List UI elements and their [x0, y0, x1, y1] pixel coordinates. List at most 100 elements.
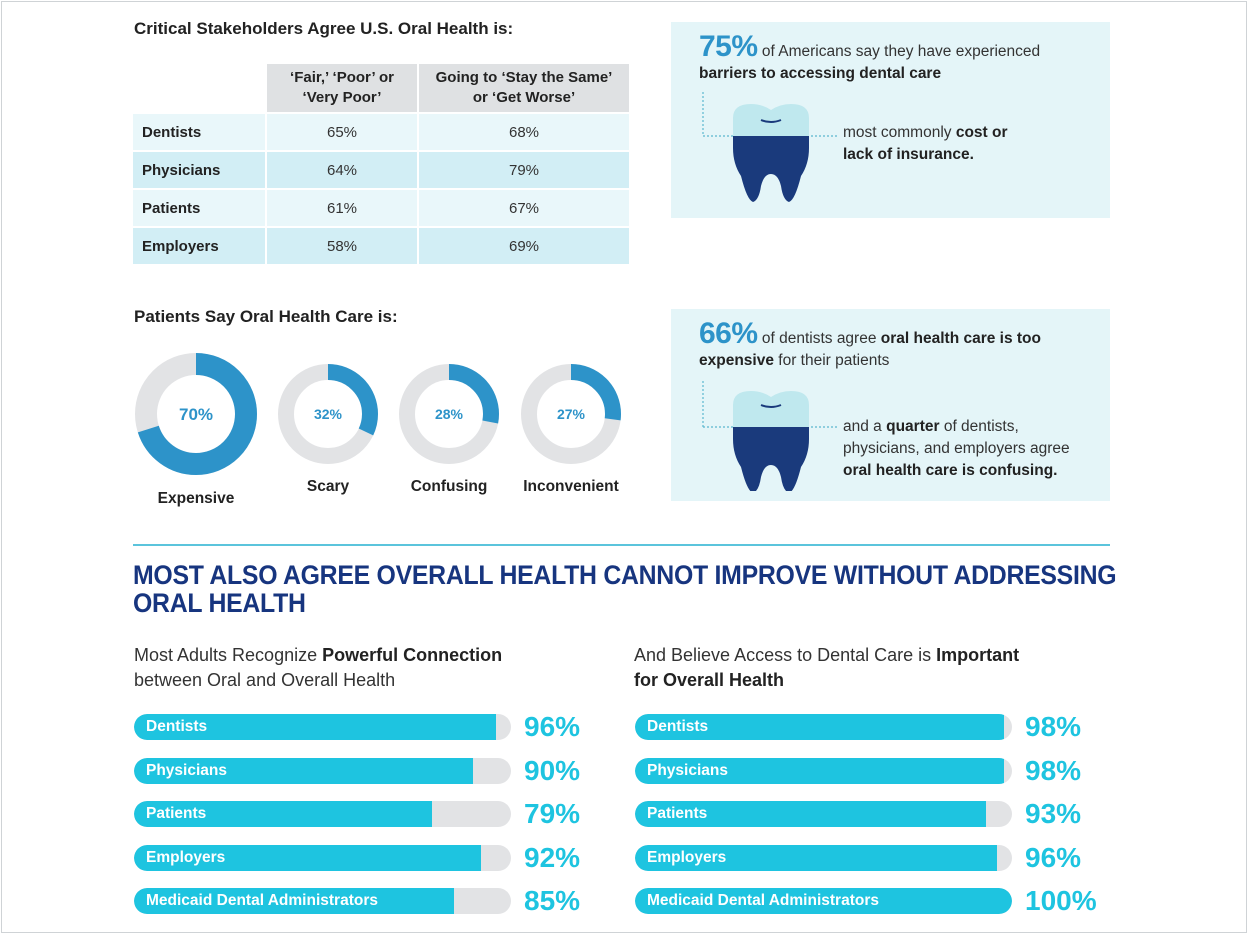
fact2-text-bold: oral health care is too [880, 330, 1041, 347]
donut-arc [521, 364, 621, 464]
bar-value-label: 98% [1025, 711, 1082, 742]
table-row: Patients 61% 67% [133, 190, 629, 226]
row-name: Physicians [133, 152, 265, 188]
donut-category-label: Expensive [157, 490, 235, 507]
bar-category-label: Medicaid Dental Administrators [146, 892, 378, 909]
bar-fill [134, 757, 474, 784]
donut-confusing: 28% Confusing [396, 361, 502, 496]
table-corner [133, 64, 265, 112]
row-name: Dentists [133, 114, 265, 150]
bar-track: Employers [635, 844, 1012, 871]
donut-category-label: Confusing [410, 478, 488, 495]
section-divider [133, 544, 1110, 546]
fact2-follow: and a quarter of dentists, physicians, a… [843, 416, 1093, 482]
bar-category-label: Dentists [146, 718, 208, 735]
fact1-big-number: 75% [699, 30, 758, 63]
right-subhead: And Believe Access to Dental Care is Imp… [634, 643, 1019, 693]
bar-track: Medicaid Dental Administrators [635, 888, 1012, 914]
donut-value-label: 28% [435, 406, 464, 422]
header-fair-poor-line1: ‘Fair,’ ‘Poor’ or [290, 69, 394, 86]
tooth-icon [702, 381, 839, 491]
donut-value-label: 32% [314, 406, 343, 422]
header-same-worse-line1: Going to ‘Stay the Same’ [435, 69, 613, 86]
bar-fill [635, 757, 1005, 784]
bar-row: Physicians 90% [134, 754, 604, 786]
right-subhead-post: for Overall Health [634, 670, 785, 690]
bar-value-label: 96% [524, 711, 581, 742]
row-same-worse: 67% [419, 190, 629, 226]
bar-value-label: 92% [524, 841, 581, 873]
fact2-follow-l3: oral health care is confusing. [843, 462, 1058, 479]
bar-row: Dentists 96% [134, 711, 604, 742]
bar-category-label: Patients [146, 805, 207, 822]
headline-line1: MOST ALSO AGREE OVERALL HEALTH CANNOT IM… [133, 560, 1117, 590]
donut-value-label: 70% [179, 405, 213, 424]
row-name: Employers [133, 228, 265, 264]
fact1-follow-bold2: lack of insurance. [843, 146, 974, 163]
bar-fill [635, 844, 997, 871]
fact1-follow: most commonly cost or lack of insurance. [843, 122, 1093, 166]
bar-track: Patients [134, 801, 511, 827]
row-fair-poor: 58% [267, 228, 417, 264]
bar-category-label: Employers [146, 848, 226, 866]
bar-value-label: 100% [1025, 885, 1097, 916]
left-subhead: Most Adults Recognize Powerful Connectio… [134, 643, 502, 693]
right-subhead-bold: Important [936, 645, 1020, 665]
bar-value-label: 90% [524, 754, 581, 786]
bar-track: Physicians [134, 757, 511, 784]
fact2-big-number: 66% [699, 317, 758, 350]
bar-row: Medicaid Dental Administrators 100% [635, 885, 1105, 916]
left-subhead-bold: Powerful Connection [322, 645, 503, 665]
bar-track: Dentists [134, 714, 511, 740]
donut-arc [399, 364, 499, 464]
bar-category-label: Physicians [647, 761, 728, 779]
fact1-follow-pre: most commonly [843, 124, 956, 141]
bar-value-label: 98% [1025, 754, 1082, 786]
bar-row: Medicaid Dental Administrators 85% [134, 885, 604, 916]
donut-scary: 32% Scary [275, 361, 381, 496]
bar-chart-connection: Dentists 96% Physicians 90% Patients 79% Emplo… [134, 711, 614, 922]
bar-value-label: 79% [524, 798, 581, 829]
tooth-icon [702, 92, 839, 202]
bar-row: Physicians 98% [635, 754, 1105, 786]
donut-svg: 32% [278, 364, 378, 464]
donut-category-label: Scary [306, 478, 350, 495]
donut-svg: 70% [135, 353, 257, 475]
bar-track: Employers [134, 844, 511, 871]
fact1-text-bold: barriers to accessing dental care [699, 65, 942, 82]
table-row: Dentists 65% 68% [133, 114, 629, 150]
bar-value-label: 93% [1025, 798, 1082, 829]
stakeholders-table: ‘Fair,’ ‘Poor’ or ‘Very Poor’ Going to ‘… [131, 62, 631, 266]
row-same-worse: 69% [419, 228, 629, 264]
left-subhead-post: between Oral and Overall Health [134, 670, 396, 690]
bar-fill [635, 801, 986, 827]
fact2-follow-l2: physicians, and employers agree [843, 440, 1070, 457]
row-same-worse: 79% [419, 152, 629, 188]
fact2-follow-l1c: of dentists, [939, 418, 1019, 435]
stakeholders-title: Critical Stakeholders Agree U.S. Oral He… [134, 19, 514, 38]
fact1-lead: 75% of Americans say they have experienc… [699, 32, 1099, 85]
bar-fill [635, 714, 1005, 740]
bar-fill [134, 844, 481, 871]
header-fair-poor-line2: ‘Very Poor’ [302, 89, 382, 106]
bar-value-label: 85% [524, 885, 581, 916]
row-name: Patients [133, 190, 265, 226]
bar-row: Employers 96% [635, 841, 1105, 873]
row-same-worse: 68% [419, 114, 629, 150]
headline: MOST ALSO AGREE OVERALL HEALTH CANNOT IM… [133, 560, 1117, 618]
bar-track: Medicaid Dental Administrators [134, 888, 511, 914]
fact2-lead: 66% of dentists agree oral health care i… [699, 319, 1099, 372]
bar-fill [134, 714, 496, 740]
bar-row: Dentists 98% [635, 711, 1105, 742]
left-subhead-pre: Most Adults Recognize [134, 645, 323, 665]
donut-arc [278, 364, 378, 464]
headline-line2: ORAL HEALTH [133, 588, 306, 618]
fact2-text2: for their patients [773, 352, 890, 369]
bar-row: Patients 79% [134, 798, 604, 829]
bar-track: Dentists [635, 714, 1012, 740]
donut-inconvenient: 27% Inconvenient [518, 361, 624, 496]
bar-value-label: 96% [1025, 841, 1082, 873]
fact-panel-barriers: 75% of Americans say they have experienc… [671, 22, 1110, 218]
bar-chart-importance: Dentists 98% Physicians 98% Patients 93% Emplo… [635, 711, 1115, 922]
